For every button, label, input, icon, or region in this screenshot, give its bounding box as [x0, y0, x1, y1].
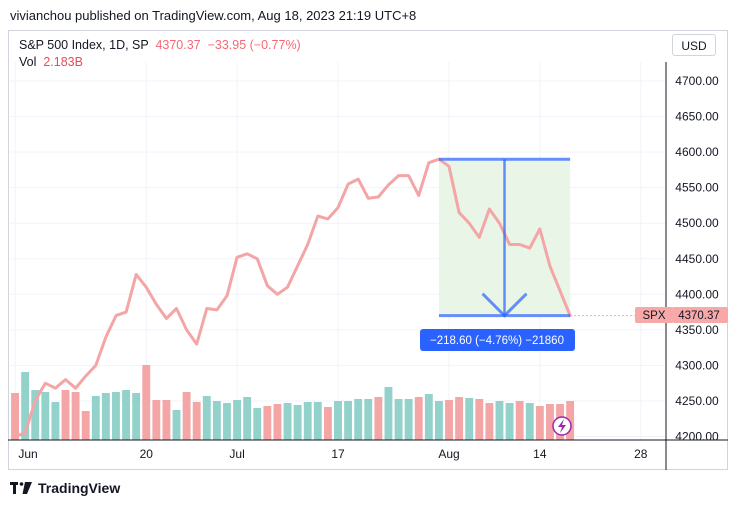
- x-tick-label: 28: [634, 447, 648, 461]
- y-tick-label: 4200.00: [675, 430, 719, 444]
- volume-bar: [172, 410, 181, 440]
- chart-legend: S&P 500 Index, 1D, SP 4370.37 −33.95 (−0…: [19, 37, 301, 71]
- volume-bar: [81, 411, 90, 440]
- volume-bar: [122, 390, 130, 440]
- volume-bar: [162, 400, 171, 440]
- volume-bar: [233, 400, 242, 440]
- volume-bar: [313, 402, 322, 440]
- volume-bar: [434, 401, 443, 440]
- y-tick-label: 4700.00: [675, 74, 719, 88]
- brand-name: TradingView: [38, 480, 121, 496]
- volume-bars: [11, 365, 575, 440]
- brand-footer[interactable]: TradingView: [10, 480, 120, 496]
- volume-bar: [525, 403, 534, 440]
- y-tick-label: 4600.00: [675, 145, 719, 159]
- x-tick-label: 17: [331, 447, 345, 461]
- volume-bar: [374, 397, 383, 440]
- volume-bar: [31, 390, 40, 440]
- y-tick-label: 4400.00: [675, 287, 719, 301]
- volume-bar: [223, 403, 231, 440]
- y-tick-label: 4250.00: [675, 394, 719, 408]
- volume-bar: [132, 393, 141, 440]
- price-change: −33.95 (−0.77%): [207, 38, 301, 52]
- x-tick-label: Jul: [229, 447, 244, 461]
- volume-bar: [394, 399, 403, 440]
- volume-bar: [535, 406, 544, 440]
- volume-bar: [323, 407, 332, 440]
- volume-bar: [71, 392, 80, 440]
- volume-bar: [515, 401, 524, 440]
- volume-bar: [303, 402, 312, 440]
- volume-bar: [424, 394, 433, 440]
- volume-bar: [11, 393, 19, 440]
- volume-bar: [384, 387, 393, 440]
- price-line: [13, 157, 572, 438]
- volume-bar: [354, 399, 363, 440]
- volume-bar: [546, 404, 554, 440]
- volume-bar: [485, 403, 494, 440]
- y-tick-label: 4350.00: [675, 323, 719, 337]
- volume-label[interactable]: Vol: [19, 55, 37, 69]
- volume-bar: [152, 400, 161, 440]
- volume-bar: [414, 397, 423, 440]
- last-price: 4370.37: [155, 38, 201, 52]
- chart-frame: [8, 30, 728, 470]
- measure-label: −218.60 (−4.76%) −21860: [420, 329, 575, 351]
- volume-bar: [212, 401, 221, 440]
- volume-bar: [91, 396, 100, 440]
- volume-bar: [51, 402, 60, 440]
- price-label: SPX 4370.37: [635, 307, 728, 323]
- volume-bar: [243, 397, 252, 440]
- volume-bar: [273, 404, 282, 440]
- y-tick-label: 4550.00: [675, 181, 719, 195]
- y-tick-label: 4300.00: [675, 358, 719, 372]
- currency-button[interactable]: USD: [672, 34, 716, 56]
- volume-bar: [344, 401, 353, 440]
- x-tick-label: Jun: [18, 447, 37, 461]
- volume-bar: [465, 398, 474, 440]
- volume-bar: [101, 393, 110, 440]
- volume-bar: [334, 401, 342, 440]
- x-tick-label: 14: [533, 447, 547, 461]
- symbol-title[interactable]: S&P 500 Index, 1D, SP: [19, 38, 149, 52]
- volume-bar: [455, 397, 464, 440]
- measure-arrow-head: [481, 292, 528, 318]
- replay-icon[interactable]: [552, 416, 572, 436]
- tradingview-logo-icon: [10, 482, 32, 494]
- volume-bar: [21, 372, 30, 440]
- time-axis[interactable]: Jun 20 Jul 17 Aug 14 28: [18, 447, 647, 461]
- volume-bar: [112, 392, 120, 440]
- y-tick-label: 4650.00: [675, 110, 719, 124]
- volume-bar: [253, 408, 262, 440]
- publish-info: vivianchou published on TradingView.com,…: [10, 8, 417, 23]
- x-tick-label: Aug: [438, 447, 459, 461]
- volume-bar: [364, 399, 373, 440]
- price-label-value: 4370.37: [678, 310, 720, 322]
- volume-bar: [202, 396, 211, 440]
- measure-label-text: −218.60 (−4.76%) −21860: [430, 335, 564, 347]
- y-tick-label: 4500.00: [675, 216, 719, 230]
- volume-bar: [505, 403, 514, 440]
- volume-value: 2.183B: [43, 55, 83, 69]
- volume-bar: [41, 392, 50, 440]
- price-label-symbol: SPX: [642, 310, 665, 322]
- measure-tool[interactable]: [438, 157, 571, 318]
- price-axis[interactable]: 4200.00 4250.00 4300.00 4350.00 4400.00 4450.…: [675, 74, 719, 444]
- volume-bar: [495, 401, 504, 440]
- volume-bar: [61, 390, 70, 440]
- volume-bar: [263, 406, 272, 440]
- x-tick-label: 20: [140, 447, 154, 461]
- y-tick-label: 4450.00: [675, 252, 719, 266]
- volume-bar: [283, 403, 292, 440]
- volume-bar: [142, 365, 151, 440]
- volume-bar: [445, 400, 453, 440]
- volume-bar: [192, 402, 201, 440]
- volume-bar: [404, 399, 413, 440]
- volume-bar: [475, 399, 484, 440]
- volume-bar: [293, 405, 302, 440]
- volume-bar: [182, 392, 191, 440]
- volume-bar: [566, 401, 575, 440]
